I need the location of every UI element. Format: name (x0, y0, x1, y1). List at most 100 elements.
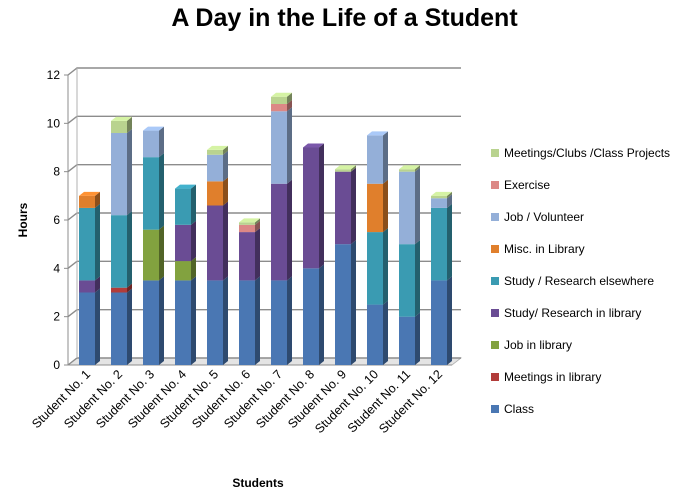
bar-side-meetings-clubs-class-projects (447, 191, 452, 199)
bar-segment-study-research-in-library (207, 205, 223, 281)
bar-segment-study-research-elsewhere (175, 188, 191, 225)
y-tick-label: 2 (53, 310, 60, 324)
bar-segment-study-research-in-library (271, 183, 287, 281)
bar-side-exercise (287, 100, 292, 112)
y-tick-label: 12 (47, 68, 61, 82)
legend-swatch (491, 405, 499, 413)
bar-segment-class (367, 304, 383, 365)
bar-segment-study-research-elsewhere (431, 207, 447, 281)
bar-top (111, 116, 132, 121)
bar-top (303, 143, 324, 148)
bar-side-study-research-in-library (287, 179, 292, 281)
legend-label: Job in library (504, 338, 572, 352)
bar-segment-meetings-clubs-class-projects (111, 120, 127, 133)
bar-segment-job-volunteer (399, 171, 415, 245)
bar-side-study-research-elsewhere (191, 184, 196, 225)
bar-segment-study-research-in-library (335, 171, 351, 245)
bar-segment-job-volunteer (207, 154, 223, 182)
bar-side-study-research-elsewhere (95, 203, 100, 281)
y-tick-label: 10 (47, 116, 61, 130)
bar-segment-meetings-clubs-class-projects (431, 195, 447, 199)
legend-swatch (491, 181, 499, 189)
bar-side-job-volunteer (223, 150, 228, 182)
bar-segment-meetings-clubs-class-projects (335, 169, 351, 172)
bar-segment-study-research-elsewhere (111, 215, 127, 288)
bar-side-misc-in-library (383, 179, 388, 233)
bar-segment-class (143, 280, 159, 365)
bar-side-class (383, 300, 388, 365)
y-tick-label: 6 (53, 213, 60, 227)
bar-side-meetings-clubs-class-projects (415, 165, 420, 172)
bar-side-class (287, 276, 292, 365)
bar-side-class (255, 276, 260, 365)
legend-swatch (491, 373, 499, 381)
bar-segment-study-research-in-library (303, 147, 319, 269)
bar-side-study-research-elsewhere (383, 228, 388, 305)
legend-swatch (491, 245, 499, 253)
chart-title: A Day in the Life of a Student (171, 4, 518, 32)
legend-label: Job / Volunteer (504, 210, 584, 224)
bar-side-study-research-in-library (95, 276, 100, 293)
bar-side-job-volunteer (415, 167, 420, 245)
bar-side-job-in-library (191, 257, 196, 281)
bar-side-study-research-in-library (255, 228, 260, 281)
bar-side-study-research-elsewhere (159, 153, 164, 230)
bar-side-misc-in-library (223, 177, 228, 206)
legend-swatch (491, 277, 499, 285)
bar-side-meetings-clubs-class-projects (223, 145, 228, 155)
bar-side-meetings-in-library (127, 283, 132, 293)
bar-side-study-research-in-library (191, 220, 196, 262)
legend-label: Study / Research elsewhere (504, 274, 654, 288)
legend-swatch (491, 213, 499, 221)
bar-side-study-research-elsewhere (127, 211, 132, 288)
bar-segment-study-research-in-library (175, 224, 191, 262)
y-axis-title: Hours (16, 202, 30, 237)
bar-segment-class (207, 280, 223, 365)
bar-segment-job-volunteer (367, 135, 383, 184)
bar-segment-job-in-library (143, 229, 159, 281)
bar-side-class (319, 264, 324, 365)
bar-segment-class (239, 280, 255, 365)
bar-segment-class (303, 268, 319, 365)
bar-side-meetings-clubs-class-projects (351, 165, 356, 172)
legend-swatch (491, 149, 499, 157)
bar-top (431, 191, 452, 196)
bar-segment-class (79, 292, 95, 365)
bar-top (335, 165, 356, 170)
bar-side-job-in-library (159, 225, 164, 281)
bar-side-exercise (255, 220, 260, 233)
bar-segment-job-in-library (175, 261, 191, 281)
bar-segment-class (271, 280, 287, 365)
bar-top (175, 184, 196, 189)
legend-label: Exercise (504, 178, 550, 192)
bar-segment-class (175, 280, 191, 365)
bar-segment-exercise (271, 104, 287, 112)
bar-segment-class (399, 316, 415, 365)
bar-side-class (95, 288, 100, 365)
bar-side-class (159, 276, 164, 365)
bar-side-study-research-in-library (223, 201, 228, 281)
bar-top (207, 145, 228, 150)
bar-side-meetings-clubs-class-projects (255, 218, 260, 225)
bar-side-study-research-in-library (319, 143, 324, 269)
y-tick-label: 8 (53, 165, 60, 179)
bar-segment-misc-in-library (207, 181, 223, 206)
bar-top (143, 126, 164, 131)
bar-segment-class (431, 280, 447, 365)
bar-side-job-volunteer (287, 107, 292, 184)
bar-segment-study-research-elsewhere (399, 244, 415, 317)
y-tick-label: 0 (53, 358, 60, 372)
bar-side-misc-in-library (95, 191, 100, 208)
bar-segment-job-volunteer (431, 198, 447, 208)
bar-segment-misc-in-library (79, 195, 95, 208)
bar-segment-exercise (239, 224, 255, 233)
bar-segment-meetings-clubs-class-projects (239, 222, 255, 225)
bar-side-study-research-elsewhere (447, 203, 452, 281)
bar-side-job-volunteer (383, 131, 388, 184)
bar-segment-job-volunteer (271, 111, 287, 184)
bar-top (239, 218, 260, 223)
bar-segment-meetings-clubs-class-projects (399, 169, 415, 172)
bar-side-class (223, 276, 228, 365)
bar-side-class (191, 276, 196, 365)
